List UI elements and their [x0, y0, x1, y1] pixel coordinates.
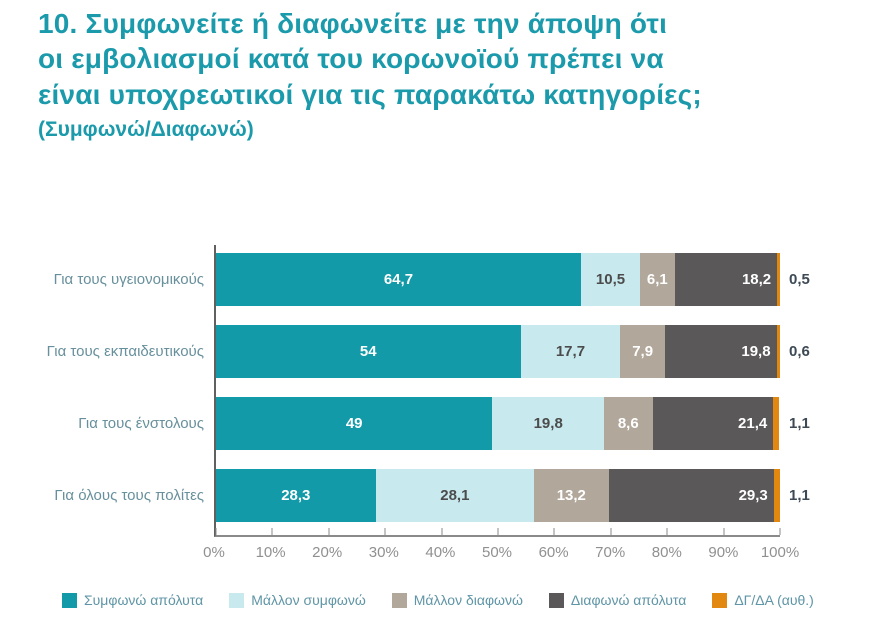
- legend-item: ΔΓ/ΔΑ (αυθ.): [712, 592, 814, 608]
- legend-label: Διαφωνώ απόλυτα: [570, 592, 687, 608]
- segment-value-label: 49: [345, 415, 363, 432]
- axis-tick-label: 90%: [708, 544, 739, 561]
- axis-tick: [779, 528, 781, 535]
- plot-outer: 64,7 10,5 6,1 18,2 0,5 54 17,7 7,9 19,8 0,6 49 19,8…: [203, 245, 810, 564]
- x-axis: 0% 10% 20% 30% 40% 50% 60% 70% 80% 90% 100%: [203, 544, 799, 564]
- axis-tick-label: 20%: [312, 544, 343, 561]
- segment-value-label: 10,5: [595, 271, 626, 288]
- bar-segment: 29,3: [608, 469, 774, 522]
- bar-segment: 18,2: [674, 253, 778, 306]
- bar-segment: 13,2: [534, 469, 609, 522]
- segment-value-label: 28,3: [281, 487, 311, 504]
- axis-tick-label: 80%: [651, 544, 682, 561]
- bar-segment: 28,3: [216, 469, 376, 522]
- axis-tick: [497, 528, 499, 535]
- bar-segment: 17,7: [520, 325, 621, 378]
- title-line-2: οι εμβολιασμοί κατά του κορωνοϊού πρέπει…: [38, 43, 664, 75]
- legend-item: Μάλλον διαφωνώ: [391, 592, 523, 608]
- axis-tick-label: 10%: [255, 544, 286, 561]
- segment-value-label: 64,7: [383, 271, 414, 288]
- segment-value-label: 6,1: [646, 271, 668, 288]
- bar-segment: 19,8: [664, 325, 777, 378]
- legend-swatch: [548, 592, 564, 608]
- bar-segment: 8,6: [604, 397, 653, 450]
- bar-segment: [776, 325, 780, 378]
- bar-segment: 7,9: [620, 325, 665, 378]
- chart-title: 10. Συμφωνείτε ή διαφωνείτε με την άποψη…: [38, 6, 702, 112]
- axis-tick: [441, 528, 443, 535]
- outside-value-label: 0,6: [789, 343, 810, 360]
- axis-tick: [328, 528, 330, 535]
- axis-tick-label: 50%: [481, 544, 513, 561]
- bar-segment: 19,8: [492, 397, 605, 450]
- axis-tick: [553, 528, 555, 535]
- axis-tick-label: 100%: [760, 544, 800, 561]
- segment-value-label: 17,7: [555, 343, 586, 360]
- bar-segment: 21,4: [652, 397, 774, 450]
- legend-label: Συμφωνώ απόλυτα: [84, 592, 204, 608]
- title-line-3: είναι υποχρεωτικοί για τις παρακάτω κατη…: [38, 78, 702, 110]
- bar-row: 54 17,7 7,9 19,8 0,6: [216, 325, 810, 378]
- legend-swatch: [712, 592, 728, 608]
- outside-value-label: 1,1: [789, 415, 810, 432]
- axis-tick-label: 60%: [538, 544, 569, 561]
- segment-value-label: 54: [359, 343, 377, 360]
- bar-segment: 64,7: [216, 253, 581, 306]
- axis-tick-label: 70%: [595, 544, 626, 561]
- axis-tick: [271, 528, 273, 535]
- segment-value-label: 28,1: [440, 487, 470, 504]
- axis-tick-label: 40%: [425, 544, 456, 561]
- bar-segment: 49: [216, 397, 493, 450]
- segment-value-label: 19,8: [533, 415, 563, 432]
- outside-value-label: 1,1: [789, 487, 810, 504]
- segment-value-label: 29,3: [738, 487, 768, 504]
- legend-swatch: [229, 592, 245, 608]
- category-label: Για όλους τους πολίτες: [54, 487, 204, 504]
- bar-segment: 6,1: [640, 253, 675, 306]
- chart-subtitle: (Συμφωνώ/Διαφωνώ): [38, 118, 254, 141]
- category-labels: Για τους υγειονομικούς Για τους εκπαιδευτ…: [40, 245, 214, 537]
- segment-value-label: 18,2: [741, 271, 772, 288]
- legend-item: Διαφωνώ απόλυτα: [548, 592, 687, 608]
- axis-tick-label: 30%: [368, 544, 399, 561]
- legend-item: Συμφωνώ απόλυτα: [62, 592, 203, 608]
- legend-swatch: [391, 592, 407, 608]
- bar-row: 64,7 10,5 6,1 18,2 0,5: [216, 253, 810, 306]
- category-label: Για τους ένστολους: [78, 415, 204, 432]
- bar-segment: [773, 397, 780, 450]
- axis-tick: [723, 528, 725, 535]
- plot-area: 64,7 10,5 6,1 18,2 0,5 54 17,7 7,9 19,8 0,6 49 19,8…: [214, 245, 810, 537]
- axis-tick: [384, 528, 386, 535]
- segment-value-label: 19,8: [741, 343, 771, 360]
- category-label: Για τους υγειονομικούς: [53, 271, 204, 288]
- bar-segment: 54: [216, 325, 521, 378]
- axis-tick: [666, 528, 668, 535]
- axis-tick: [610, 528, 612, 535]
- outside-value-label: 0,5: [789, 271, 810, 288]
- bar-segment: 10,5: [580, 253, 641, 306]
- legend-item: Μάλλον συμφωνώ: [229, 592, 366, 608]
- segment-value-label: 7,9: [632, 343, 654, 360]
- axis-tick-label: 0%: [203, 544, 225, 561]
- legend-swatch: [62, 592, 77, 608]
- bar-segment: 28,1: [375, 469, 535, 522]
- segment-value-label: 13,2: [556, 487, 586, 504]
- bar-row: 49 19,8 8,6 21,4 1,1: [216, 397, 810, 450]
- bar-segment: [777, 253, 780, 306]
- legend-label: Μάλλον διαφωνώ: [413, 592, 523, 608]
- category-label: Για τους εκπαιδευτικούς: [46, 343, 204, 360]
- bar-row: 28,3 28,1 13,2 29,3 1,1: [216, 469, 810, 522]
- legend-label: Μάλλον συμφωνώ: [251, 592, 366, 608]
- axis-tick: [215, 528, 217, 535]
- segment-value-label: 8,6: [617, 415, 639, 432]
- bar-segment: [773, 469, 780, 522]
- stacked-bar-chart: Για τους υγειονομικούς Για τους εκπαιδευτ…: [40, 245, 810, 564]
- title-line-1: 10. Συμφωνείτε ή διαφωνείτε με την άποψη…: [38, 8, 668, 39]
- chart-legend: Συμφωνώ απόλυτα Μάλλον συμφωνώ Μάλλον διαφ…: [62, 592, 814, 608]
- segment-value-label: 21,4: [738, 415, 768, 432]
- legend-label: ΔΓ/ΔΑ (αυθ.): [734, 592, 814, 608]
